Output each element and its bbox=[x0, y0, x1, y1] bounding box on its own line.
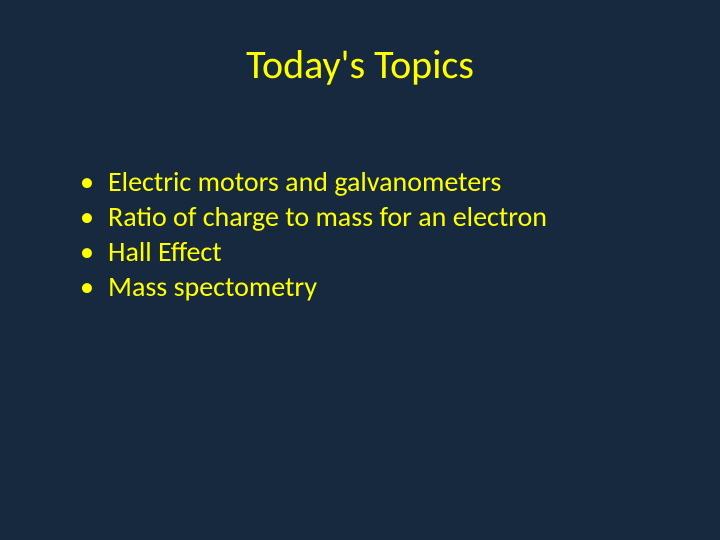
bullet-item: Ratio of charge to mass for an electron bbox=[80, 199, 670, 234]
bullet-item: Electric motors and galvanometers bbox=[80, 164, 670, 199]
slide-container: Today's Topics Electric motors and galva… bbox=[0, 0, 720, 540]
bullet-item: Mass spectometry bbox=[80, 269, 670, 304]
slide-title: Today's Topics bbox=[50, 40, 670, 89]
bullet-list: Electric motors and galvanometers Ratio … bbox=[50, 164, 670, 304]
bullet-item: Hall Effect bbox=[80, 234, 670, 269]
